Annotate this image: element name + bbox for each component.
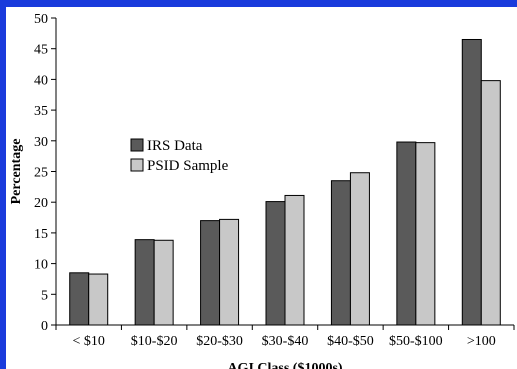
bar-irs-data-50-100 (396, 141, 417, 326)
x-tick-label-20-30: $20-$30 (196, 334, 243, 349)
y-tick-label-0: 0 (41, 319, 48, 334)
bar-irs-data-100 (461, 38, 482, 326)
bar-irs-data-10 (69, 272, 90, 326)
x-ticks: < $10 $10-$20 $20-$30 $30-$40 $40-$50 $50-$10… (55, 325, 515, 349)
bar-psid-sample-30-40 (284, 194, 305, 326)
legend: IRS Data PSID Sample (130, 138, 229, 174)
legend-label-psid-sample: PSID Sample (147, 158, 229, 174)
bars-layer (69, 38, 501, 326)
bar-irs-data-40-50 (330, 180, 351, 326)
bar-psid-sample-10-20 (153, 239, 174, 326)
y-tick-label-45: 45 (34, 43, 48, 58)
legend-label-irs-data: IRS Data (147, 138, 203, 154)
bar-psid-sample-100 (480, 80, 501, 326)
y-ticks: 0 5 10 15 20 25 30 35 40 45 50 (34, 12, 56, 334)
y-tick-label-50: 50 (34, 12, 48, 27)
bar-irs-data-10-20 (134, 239, 155, 326)
bar-psid-sample-40-50 (349, 172, 370, 326)
x-tick-label-10-20: $10-$20 (131, 334, 178, 349)
bar-irs-data-20-30 (200, 220, 221, 326)
y-axis-title: Percentage (9, 139, 24, 205)
x-axis-title: AGI Class ($1000s) (227, 361, 342, 369)
bar-psid-sample-10 (88, 273, 109, 326)
bar-psid-sample-20-30 (219, 218, 240, 326)
bar-psid-sample-50-100 (415, 142, 436, 326)
y-tick-label-40: 40 (34, 73, 48, 88)
y-tick-label-25: 25 (34, 166, 48, 181)
bar-irs-data-30-40 (265, 201, 286, 326)
x-tick-label-10: < $10 (73, 334, 105, 349)
y-tick-label-10: 10 (34, 258, 48, 273)
y-tick-label-15: 15 (34, 227, 48, 242)
legend-swatch-psid-sample (130, 158, 144, 172)
y-tick-label-35: 35 (34, 104, 48, 119)
y-tick-label-5: 5 (41, 288, 48, 303)
x-tick-label-30-40: $30-$40 (262, 334, 309, 349)
y-tick-label-30: 30 (34, 135, 48, 150)
x-tick-label-50-100: $50-$100 (389, 334, 443, 349)
y-tick-label-20: 20 (34, 196, 48, 211)
x-tick-label-100: >100 (467, 334, 496, 349)
x-tick-label-40-50: $40-$50 (327, 334, 374, 349)
legend-swatch-irs-data (130, 138, 144, 152)
